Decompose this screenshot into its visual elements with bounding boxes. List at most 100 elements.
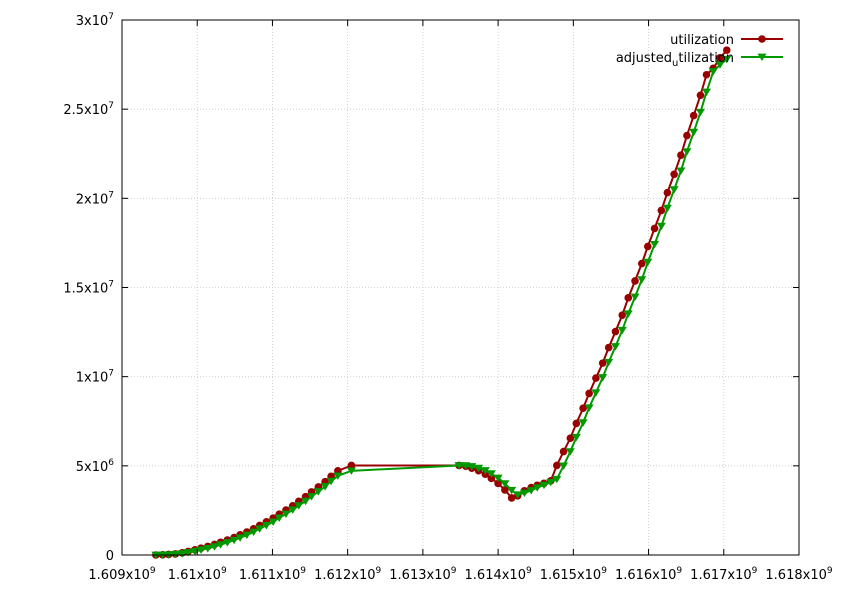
data-point-utilization (624, 294, 633, 302)
data-point-adjusted_utilization (249, 528, 259, 537)
y-tick-label-exponent: 7 (108, 369, 114, 379)
data-point-adjusted_utilization (203, 545, 213, 553)
data-point-utilization (611, 327, 620, 336)
data-point-adjusted_utilization (565, 448, 575, 456)
x-tick-label-exponent: 9 (150, 566, 156, 576)
data-point-adjusted_utilization (546, 478, 556, 487)
data-point-adjusted_utilization (643, 258, 653, 267)
data-point-adjusted_utilization (630, 293, 640, 302)
data-point-adjusted_utilization (493, 474, 503, 483)
data-point-adjusted_utilization (722, 55, 732, 64)
legend-label-rest: tilization (678, 51, 734, 66)
data-point-utilization (696, 91, 705, 100)
data-point-adjusted_utilization (662, 204, 672, 213)
data-point-utilization (631, 277, 639, 285)
data-point-utilization (677, 151, 685, 159)
data-point-adjusted_utilization (454, 462, 464, 470)
y-tick-label-mantissa: 1x10 (76, 371, 109, 386)
data-point-adjusted_utilization (480, 467, 490, 475)
x-tick-label-exponent: 9 (221, 566, 227, 576)
series-adjusted_utilization (151, 55, 732, 560)
data-point-adjusted_utilization (532, 484, 542, 492)
data-point-utilization (663, 188, 672, 197)
grid-lines (122, 20, 799, 555)
axes: 1.609x109 1.61x109 1.611x109 1.612x109 1.613… (63, 12, 833, 583)
data-point-adjusted_utilization (307, 493, 317, 501)
x-tick-label-mantissa: 1.612x10 (314, 568, 375, 583)
data-point-adjusted_utilization (650, 240, 660, 249)
data-point-adjusted_utilization (242, 531, 252, 540)
x-tick-label: 1.609x109 (88, 566, 155, 583)
data-point-adjusted_utilization (656, 222, 666, 231)
data-point-adjusted_utilization (229, 536, 239, 545)
y-tick-label: 2x107 (76, 190, 114, 207)
x-tick-label: 1.611x109 (239, 566, 306, 583)
data-point-adjusted_utilization (268, 518, 278, 526)
y-tick-label-exponent: 6 (108, 458, 114, 468)
x-tick-label-exponent: 9 (451, 566, 457, 576)
x-tick-label: 1.618x109 (765, 566, 832, 583)
data-point-adjusted_utilization (183, 549, 193, 557)
data-point-utilization (559, 447, 568, 456)
x-tick-label: 1.614x109 (465, 566, 532, 583)
data-point-adjusted_utilization (637, 276, 647, 284)
data-point-adjusted_utilization (281, 510, 291, 519)
x-tick-label-exponent: 9 (376, 566, 382, 576)
x-tick-label-exponent: 9 (752, 566, 758, 576)
data-point-adjusted_utilization (701, 88, 711, 97)
data-point-utilization (347, 461, 356, 470)
y-tick-label-mantissa: 0 (106, 549, 114, 564)
y-tick-label: 2.5x107 (63, 101, 114, 118)
data-point-adjusted_utilization (695, 108, 705, 117)
data-point-adjusted_utilization (617, 326, 627, 335)
data-point-adjusted_utilization (474, 464, 484, 473)
data-point-adjusted_utilization (320, 483, 330, 491)
y-tick-label: 3x107 (76, 12, 114, 29)
data-point-adjusted_utilization (676, 167, 686, 175)
data-point-adjusted_utilization (216, 541, 226, 549)
y-tick-label: 1.5x107 (63, 280, 114, 297)
data-point-utilization (670, 170, 678, 179)
data-point-utilization (487, 474, 496, 483)
data-point-adjusted_utilization (196, 546, 206, 554)
data-point-adjusted_utilization (326, 477, 336, 486)
data-point-utilization (579, 404, 587, 413)
data-point-adjusted_utilization (591, 389, 601, 397)
data-point-utilization (618, 311, 627, 319)
data-point-utilization (637, 259, 646, 268)
data-point-utilization (716, 54, 724, 62)
data-point-adjusted_utilization (467, 463, 477, 471)
data-point-adjusted_utilization (235, 534, 245, 542)
data-point-adjusted_utilization (715, 61, 725, 69)
data-point-utilization (494, 479, 502, 488)
x-tick-label: 1.617x109 (690, 566, 757, 583)
legend-entry-utilization: utilization (670, 33, 783, 48)
y-tick-label-exponent: 7 (108, 12, 114, 22)
data-point-utilization (566, 434, 575, 442)
x-tick-label-mantissa: 1.611x10 (239, 568, 300, 583)
data-point-adjusted_utilization (288, 506, 298, 514)
data-point-adjusted_utilization (571, 433, 581, 442)
data-point-adjusted_utilization (222, 539, 232, 547)
y-tick-label-mantissa: 3x10 (76, 14, 109, 29)
data-point-utilization (689, 111, 698, 120)
data-point-utilization (501, 486, 509, 494)
series-layer (151, 46, 732, 560)
data-point-adjusted_utilization (346, 467, 356, 475)
data-point-utilization (507, 494, 516, 502)
legend-label: adjustedutilization (616, 51, 734, 69)
data-point-adjusted_utilization (313, 488, 323, 496)
data-point-utilization (585, 389, 593, 398)
y-tick-label: 5x106 (76, 458, 115, 475)
data-point-adjusted_utilization (610, 343, 620, 351)
x-tick-label-exponent: 9 (300, 566, 306, 576)
data-point-utilization (722, 46, 731, 54)
data-point-adjusted_utilization (539, 481, 549, 490)
data-point-adjusted_utilization (274, 514, 284, 522)
y-tick-label-mantissa: 2x10 (76, 192, 109, 207)
data-point-adjusted_utilization (255, 525, 265, 533)
data-point-adjusted_utilization (623, 310, 633, 318)
x-tick-label-exponent: 9 (601, 566, 607, 576)
data-point-adjusted_utilization (669, 186, 679, 194)
